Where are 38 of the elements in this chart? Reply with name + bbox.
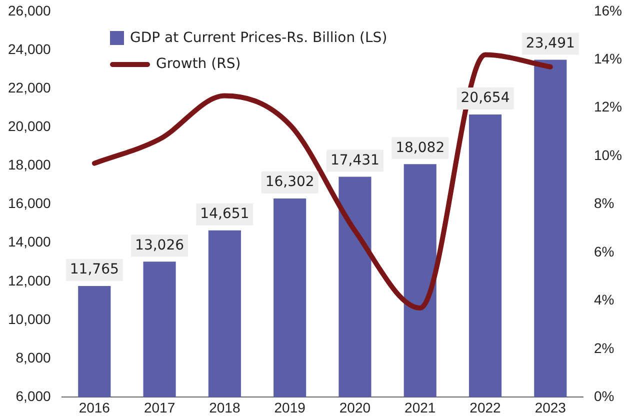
data-label: 16,302 (265, 174, 314, 190)
legend-label: GDP at Current Prices-Rs. Billion (LS) (130, 30, 388, 46)
x-tick-label: 2017 (144, 399, 176, 416)
data-label: 13,026 (135, 237, 184, 254)
y2-tick-label: 0% (594, 388, 614, 404)
y-tick-label: 24,000 (8, 40, 52, 57)
y2-tick-label: 12% (594, 98, 622, 115)
y2-tick-label: 14% (594, 50, 622, 66)
y-tick-label: 22,000 (8, 79, 52, 96)
data-label: 20,654 (460, 90, 510, 106)
y-tick-label: 8,000 (16, 349, 52, 366)
y-tick-label: 6,000 (16, 388, 52, 404)
y2-tick-label: 6% (594, 243, 614, 260)
y2-tick-label: 10% (594, 146, 622, 163)
data-label: 18,082 (396, 140, 445, 156)
y-tick-label: 14,000 (8, 234, 52, 250)
y2-tick-label: 4% (594, 292, 614, 308)
legend-label: Growth (RS) (156, 56, 241, 72)
y-tick-label: 10,000 (8, 310, 52, 327)
x-tick-label: 2021 (404, 399, 436, 416)
data-label: 17,431 (330, 152, 380, 168)
x-tick-label: 2018 (209, 399, 240, 416)
y2-tick-label: 8% (594, 195, 614, 212)
y-tick-label: 20,000 (8, 118, 52, 134)
x-tick-label: 2019 (274, 399, 306, 416)
y-tick-label: 18,000 (8, 156, 52, 173)
data-label: 23,491 (526, 35, 575, 52)
x-tick-label: 2023 (534, 399, 566, 416)
y-tick-label: 16,000 (8, 195, 52, 212)
x-tick-label: 2022 (470, 399, 502, 416)
data-label: 14,651 (200, 206, 250, 222)
y-tick-label: 12,000 (8, 272, 52, 288)
y-tick-label: 26,000 (8, 2, 52, 18)
y2-tick-label: 16% (594, 2, 622, 18)
x-tick-label: 2020 (339, 399, 371, 416)
y2-tick-label: 2% (594, 340, 614, 356)
data-label: 11,765 (70, 262, 119, 278)
x-tick-label: 2016 (78, 399, 110, 416)
